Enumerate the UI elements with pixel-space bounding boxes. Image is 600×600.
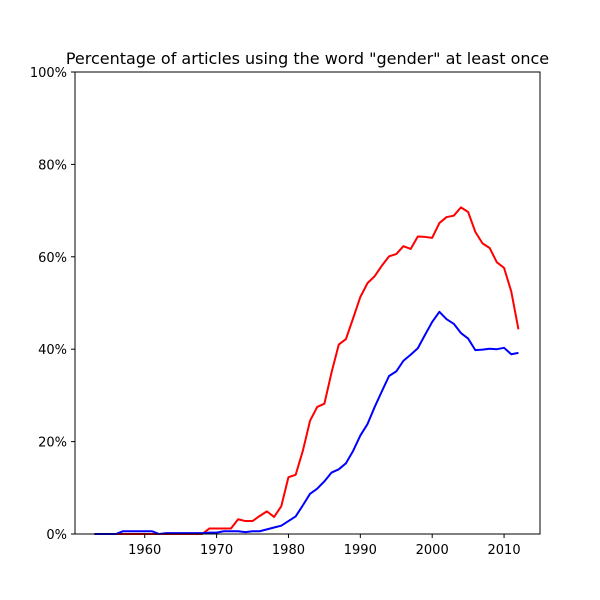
x-tick-label: 1990: [344, 543, 377, 558]
y-tick-label: 60%: [38, 251, 67, 266]
series-line-1: [94, 206, 520, 535]
y-tick-label: 0%: [46, 528, 67, 543]
x-tick-label: 2000: [416, 543, 449, 558]
y-tick-label: 40%: [38, 343, 67, 358]
series-line-2: [94, 310, 519, 535]
y-tick-label: 20%: [38, 436, 67, 451]
plot-frame: [74, 71, 541, 535]
x-tick-label: 1980: [272, 543, 305, 558]
chart-title: Percentage of articles using the word "g…: [66, 49, 549, 68]
x-tick-label: 1960: [128, 543, 161, 558]
series-layer: [94, 206, 520, 535]
x-tick-label: 2010: [488, 543, 521, 558]
y-axis: 0% 20% 40% 60% 80% 100%: [30, 66, 75, 543]
y-tick-label: 100%: [30, 66, 67, 81]
x-tick-label: 1970: [200, 543, 233, 558]
x-axis: 1960 1970 1980 1990 2000 2010: [128, 534, 521, 558]
y-tick-label: 80%: [38, 158, 67, 173]
